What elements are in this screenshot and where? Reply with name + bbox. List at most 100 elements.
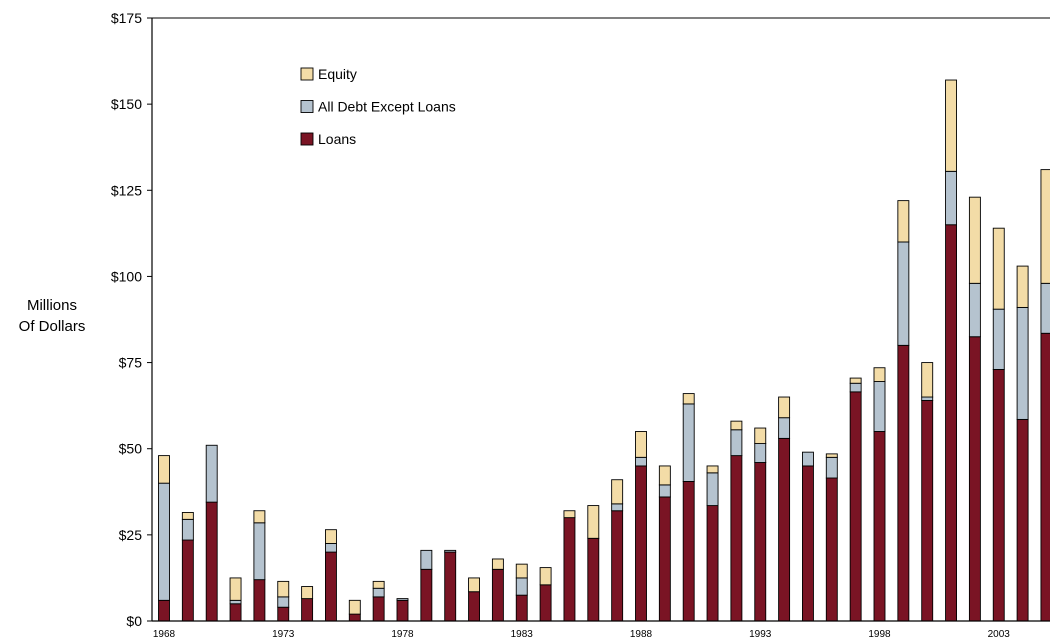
bar-stack-1973 — [277, 580, 290, 622]
bar-stack-1995 — [802, 451, 814, 622]
y-tick-label: $75 — [119, 355, 143, 371]
bar-segment-all-debt-except-loans — [873, 381, 886, 432]
bar-segment-equity — [849, 377, 862, 384]
bar-segment-all-debt-except-loans — [158, 482, 170, 601]
bar-stack-1998 — [873, 367, 886, 622]
bar-stack-1981 — [468, 577, 480, 622]
bar-stack-1976 — [348, 599, 361, 622]
bar-segment-all-debt-except-loans — [706, 472, 719, 507]
y-tick-label: $50 — [119, 441, 143, 457]
bar-segment-loans — [396, 599, 409, 622]
bar-segment-loans — [1016, 418, 1029, 622]
bar-segment-loans — [778, 437, 791, 622]
bar-segment-equity — [515, 563, 528, 579]
bar-segment-equity — [348, 599, 361, 615]
legend-label: Loans — [318, 131, 356, 147]
bar-stack-1978 — [396, 598, 409, 622]
x-tick-label: 1983 — [511, 629, 534, 640]
bar-segment-loans — [802, 465, 814, 622]
bar-stack-1996 — [825, 453, 838, 622]
bar-segment-loans — [372, 596, 385, 622]
bar-stack-1980 — [444, 549, 457, 622]
bar-segment-equity — [277, 580, 290, 598]
bar-stack-1997 — [849, 377, 862, 622]
bar-segment-equity — [468, 577, 480, 593]
legend-swatch — [300, 67, 314, 81]
bar-stack-1984 — [539, 567, 552, 622]
bar-segment-loans — [325, 551, 337, 622]
bar-segment-all-debt-except-loans — [682, 403, 695, 482]
bar-stack-1988 — [635, 431, 647, 622]
bar-segment-equity — [635, 431, 647, 458]
bar-segment-equity — [587, 505, 600, 539]
bar-segment-all-debt-except-loans — [849, 382, 862, 393]
bar-segment-all-debt-except-loans — [372, 587, 385, 598]
bar-segment-all-debt-except-loans — [277, 596, 290, 608]
bar-segment-equity — [778, 396, 791, 419]
legend-swatch — [300, 132, 314, 146]
y-tick-label: $175 — [111, 10, 142, 26]
y-axis-title-line-2: Of Dollars — [19, 318, 86, 335]
x-tick-label: 1973 — [272, 629, 295, 640]
bar-segment-loans — [181, 539, 194, 622]
bar-segment-loans — [468, 591, 480, 622]
bar-stack-2002 — [968, 196, 981, 622]
y-tick-label: $150 — [111, 96, 142, 112]
y-axis: $0 $25 $50 $75 $100 $125 $150 $175 — [111, 10, 1050, 629]
bar-segment-all-debt-except-loans — [992, 308, 1005, 370]
legend-swatch — [300, 100, 314, 113]
bar-segment-all-debt-except-loans — [635, 456, 647, 467]
bar-stack-2005 — [1040, 169, 1050, 622]
bar-segment-equity — [1040, 169, 1050, 284]
bar-stack-1994 — [778, 396, 791, 622]
bar-stack-1993 — [754, 427, 767, 622]
bar-segment-equity — [253, 510, 266, 524]
bar-segment-equity — [873, 367, 886, 382]
bar-segment-loans — [635, 465, 647, 622]
bar-segment-equity — [372, 580, 385, 589]
bar-segment-loans — [825, 477, 838, 622]
bar-segment-equity — [611, 479, 624, 505]
y-tick-label: $100 — [111, 268, 142, 284]
legend-label: Equity — [318, 66, 357, 82]
bar-stack-2001 — [945, 79, 957, 622]
bar-segment-equity — [945, 79, 957, 172]
bar-segment-loans — [563, 517, 576, 622]
bar-stack-1986 — [587, 505, 600, 622]
bar-stack-1968 — [158, 455, 170, 622]
bars — [158, 79, 1050, 622]
bar-segment-equity — [992, 227, 1005, 310]
bar-segment-loans — [992, 369, 1005, 622]
y-axis-title: Millions Of Dollars — [19, 297, 86, 335]
bar-stack-1969 — [181, 512, 194, 622]
bar-segment-all-debt-except-loans — [181, 518, 194, 541]
bar-stack-1979 — [420, 549, 433, 622]
bar-segment-loans — [348, 613, 361, 622]
bar-segment-equity — [325, 529, 337, 544]
bar-segment-equity — [1016, 265, 1029, 308]
legend-label: All Debt Except Loans — [318, 99, 456, 115]
bar-stack-1982 — [491, 558, 504, 622]
bar-segment-all-debt-except-loans — [205, 444, 218, 503]
bar-segment-all-debt-except-loans — [968, 282, 981, 338]
bar-segment-loans — [873, 431, 886, 622]
bar-segment-loans — [420, 568, 433, 622]
bar-segment-all-debt-except-loans — [420, 549, 433, 570]
bar-segment-loans — [277, 606, 290, 622]
bar-segment-equity — [539, 567, 552, 586]
bar-stack-1985 — [563, 510, 576, 622]
bar-segment-equity — [754, 427, 767, 444]
bar-stack-2000 — [921, 362, 934, 622]
bar-segment-equity — [968, 196, 981, 284]
bar-segment-loans — [444, 551, 457, 622]
bar-segment-loans — [515, 594, 528, 622]
x-tick-label: 1968 — [153, 629, 176, 640]
bar-segment-equity — [825, 453, 838, 458]
bar-stack-2004 — [1016, 265, 1029, 622]
bar-segment-equity — [682, 393, 695, 405]
y-tick-label: $0 — [126, 613, 142, 629]
bar-segment-all-debt-except-loans — [396, 598, 409, 601]
bar-stack-1990 — [682, 393, 695, 622]
